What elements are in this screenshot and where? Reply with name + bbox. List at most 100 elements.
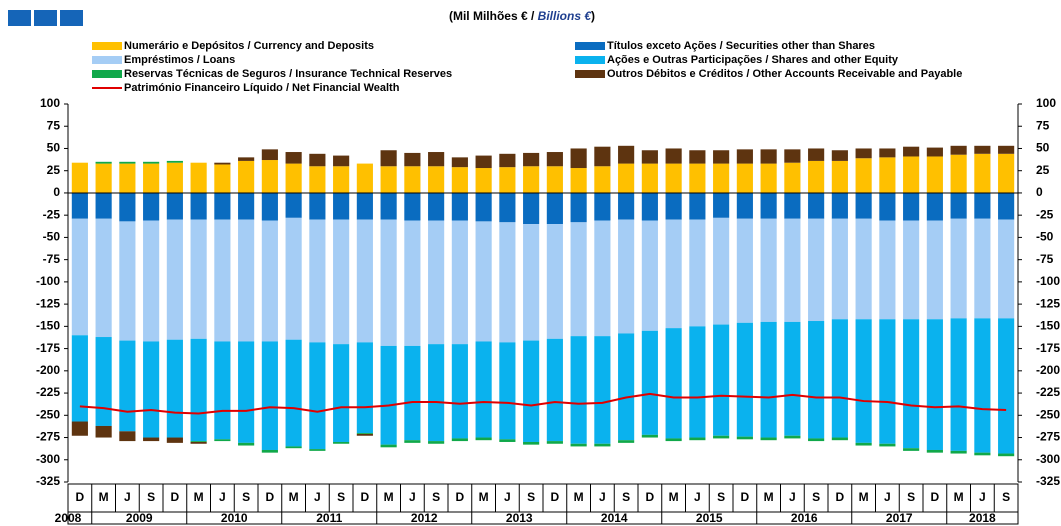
bar-segment bbox=[689, 219, 706, 327]
y-tick-label: -50 bbox=[43, 230, 61, 244]
x-tick-label: J bbox=[124, 490, 131, 504]
bar-segment bbox=[855, 442, 872, 446]
bar-segment bbox=[475, 155, 492, 169]
bar-segment bbox=[499, 342, 516, 440]
bar-segment bbox=[570, 192, 587, 223]
bar-segment bbox=[166, 339, 183, 438]
bar-segment bbox=[356, 433, 373, 436]
bar-segment bbox=[523, 192, 540, 225]
bar-segment bbox=[428, 192, 445, 221]
x-tick-label: M bbox=[859, 490, 869, 504]
bar-segment bbox=[903, 448, 920, 451]
bar-segment bbox=[784, 192, 801, 219]
y-tick-label: -125 bbox=[36, 296, 60, 310]
x-tick-label: M bbox=[479, 490, 489, 504]
bar-segment bbox=[333, 155, 350, 167]
bar-segment bbox=[404, 345, 421, 441]
y2-tick-label: -200 bbox=[1036, 363, 1060, 377]
bar-segment bbox=[428, 441, 445, 444]
x-tick-label: S bbox=[527, 490, 535, 504]
bar-segment bbox=[760, 192, 777, 219]
y2-tick-label: -25 bbox=[1036, 207, 1054, 221]
bar-segment bbox=[570, 168, 587, 193]
bar-segment bbox=[238, 157, 255, 161]
bar-segment bbox=[475, 168, 492, 193]
bar-segment bbox=[451, 344, 468, 439]
y2-tick-label: -250 bbox=[1036, 407, 1060, 421]
bar-segment bbox=[808, 218, 825, 322]
x-tick-label: D bbox=[76, 490, 85, 504]
bar-segment bbox=[499, 167, 516, 193]
bar-segment bbox=[903, 156, 920, 193]
bar-segment bbox=[309, 449, 326, 451]
bar-segment bbox=[665, 219, 682, 329]
legend-label: Empréstimos / Loans bbox=[124, 54, 235, 66]
bar-segment bbox=[665, 438, 682, 442]
bar-segment bbox=[736, 163, 753, 193]
x-tick-label: D bbox=[361, 490, 370, 504]
line-series bbox=[79, 392, 1007, 415]
bar-segment bbox=[736, 192, 753, 219]
bar-segment bbox=[119, 221, 136, 341]
bar-segment bbox=[855, 158, 872, 193]
x-tick-label: M bbox=[384, 490, 394, 504]
logo-square bbox=[60, 10, 83, 26]
bar-segment bbox=[499, 222, 516, 343]
bar-segment bbox=[974, 145, 991, 154]
bar-segment bbox=[95, 425, 112, 438]
logo-square bbox=[34, 10, 57, 26]
bar-segment bbox=[641, 434, 658, 438]
x-tick-label: S bbox=[337, 490, 345, 504]
bar-segment bbox=[190, 441, 207, 444]
legend-swatch bbox=[92, 70, 122, 78]
bar-segment bbox=[238, 341, 255, 443]
year-label: 2018 bbox=[969, 511, 996, 525]
x-tick-label: D bbox=[646, 490, 655, 504]
bar-segment bbox=[831, 160, 848, 193]
y2-tick-label: -50 bbox=[1036, 230, 1054, 244]
y2-tick-label: 100 bbox=[1036, 96, 1056, 110]
bar-segment bbox=[333, 166, 350, 193]
x-tick-label: J bbox=[314, 490, 321, 504]
bar-segment bbox=[309, 153, 326, 167]
y2-tick-label: -275 bbox=[1036, 430, 1060, 444]
y-tick-label: -150 bbox=[36, 319, 60, 333]
bar-segment bbox=[689, 437, 706, 441]
bar-segment bbox=[713, 192, 730, 218]
bar-segment bbox=[594, 443, 611, 447]
bar-segment bbox=[903, 220, 920, 320]
bar-segment bbox=[998, 192, 1015, 220]
bar-segment bbox=[879, 148, 896, 158]
bar-segment bbox=[451, 167, 468, 193]
bar-segment bbox=[784, 218, 801, 322]
bar-segment bbox=[618, 440, 635, 443]
x-tick-label: J bbox=[789, 490, 796, 504]
bar-segment bbox=[570, 443, 587, 447]
bar-segment bbox=[285, 446, 302, 449]
bar-segment bbox=[404, 152, 421, 167]
bar-segment bbox=[950, 145, 967, 155]
bar-segment bbox=[261, 341, 278, 450]
x-tick-label: J bbox=[409, 490, 416, 504]
bar-segment bbox=[618, 219, 635, 334]
bar-segment bbox=[903, 146, 920, 157]
bar-segment bbox=[119, 431, 136, 442]
bar-segment bbox=[903, 192, 920, 221]
bar-segment bbox=[570, 222, 587, 337]
bar-segment bbox=[475, 437, 492, 441]
bar-segment bbox=[855, 192, 872, 219]
bar-segment bbox=[689, 326, 706, 438]
bar-segment bbox=[618, 163, 635, 193]
bar-segment bbox=[261, 449, 278, 453]
bar-segment bbox=[808, 148, 825, 161]
x-tick-label: S bbox=[717, 490, 725, 504]
bar-segment bbox=[119, 163, 136, 193]
bar-segment bbox=[831, 218, 848, 320]
bar-segment bbox=[713, 163, 730, 193]
bar-segment bbox=[356, 192, 373, 220]
bar-segment bbox=[119, 192, 136, 222]
x-tick-label: M bbox=[954, 490, 964, 504]
y-tick-label: 25 bbox=[47, 163, 61, 177]
bar-segment bbox=[689, 192, 706, 220]
legend-label: Património Financeiro Líquido / Net Fina… bbox=[124, 82, 400, 94]
